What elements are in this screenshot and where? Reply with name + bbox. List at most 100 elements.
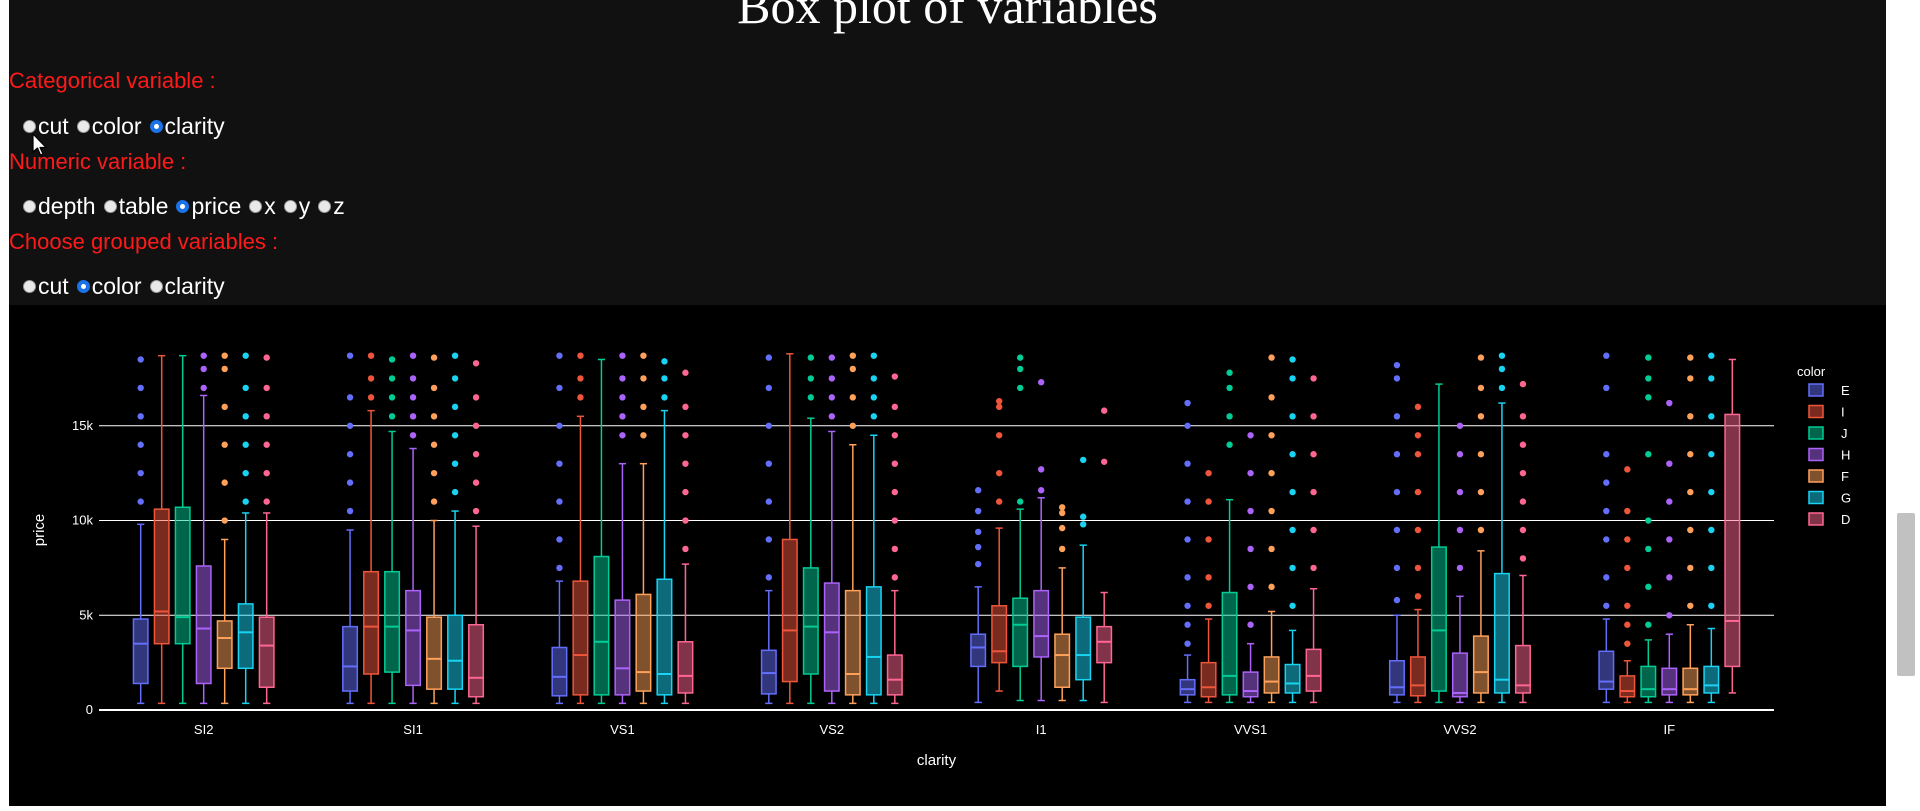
box-body (447, 614, 464, 690)
legend-label: F (1841, 469, 1849, 484)
outlier-point (451, 432, 459, 439)
outlier-point (1393, 375, 1401, 382)
category-group-I1 (970, 354, 1113, 704)
legend-item-D[interactable]: D (1808, 512, 1850, 527)
outlier-point (640, 432, 647, 439)
group-option-clarity[interactable]: clarity (142, 272, 225, 300)
outlier-point (472, 507, 480, 515)
radio-button-icon[interactable] (23, 119, 36, 133)
outlier-point (346, 507, 354, 515)
categorical-variable-label: Categorical variable : (9, 68, 216, 93)
outlier-point (1603, 507, 1610, 515)
radio-button-selected-icon[interactable] (149, 119, 163, 133)
legend-item-G[interactable]: G (1808, 491, 1851, 506)
outlier-point (1226, 369, 1233, 376)
numeric-option-y[interactable]: y (276, 192, 310, 220)
radio-button-icon[interactable] (76, 119, 90, 133)
group-radio-group: cut color clarity (15, 272, 225, 300)
numeric-option-table[interactable]: table (96, 192, 168, 220)
radio-button-selected-icon[interactable] (176, 199, 190, 213)
outlier-point (1477, 526, 1485, 534)
radio-button-icon[interactable] (149, 279, 163, 293)
outlier-point (1079, 513, 1087, 520)
categorical-option-clarity[interactable]: clarity (142, 112, 225, 140)
box-D-VVS1 (1305, 375, 1322, 704)
outlier-point (409, 394, 417, 401)
legend-item-I[interactable]: I (1808, 405, 1845, 420)
categorical-option-cut[interactable]: cut (15, 112, 69, 140)
box-body (844, 589, 861, 696)
outlier-point (1310, 526, 1317, 534)
numeric-radio-group: depth table price x y z (15, 192, 345, 220)
outlier-point (1184, 574, 1191, 581)
legend-item-J[interactable]: J (1808, 426, 1848, 441)
outlier-point (1624, 564, 1631, 572)
outlier-point (891, 373, 899, 380)
outlier-point (1645, 451, 1652, 458)
box-body (1724, 413, 1741, 668)
radio-button-icon[interactable] (249, 199, 263, 213)
numeric-option-z[interactable]: z (310, 192, 345, 220)
box-D-VS2 (886, 373, 903, 705)
outlier-point (221, 517, 228, 524)
y-tick-label: 5k (79, 607, 93, 622)
numeric-option-depth[interactable]: depth (15, 192, 96, 220)
categorical-option-color[interactable]: color (69, 112, 142, 140)
outlier-point (1519, 555, 1527, 562)
group-option-color[interactable]: color (69, 272, 142, 300)
outlier-point (137, 356, 144, 363)
outlier-point (1477, 384, 1485, 392)
outlier-point (472, 422, 480, 429)
outlier-point (200, 352, 207, 359)
outlier-point (409, 352, 417, 359)
outlier-point (577, 352, 584, 359)
legend-item-H[interactable]: H (1808, 448, 1850, 463)
outlier-point (1310, 451, 1317, 458)
outlier-point (409, 375, 417, 382)
outlier-point (995, 498, 1003, 505)
radio-button-icon[interactable] (283, 199, 297, 213)
outlier-point (1666, 536, 1673, 543)
box-body (970, 633, 987, 668)
group-option-cut[interactable]: cut (15, 272, 69, 300)
radio-button-icon[interactable] (23, 199, 36, 213)
outlier-point (828, 413, 836, 420)
radio-button-icon[interactable] (23, 279, 36, 293)
y-axis-title: price (31, 514, 48, 547)
outlier-point (1268, 507, 1275, 515)
outlier-point (200, 384, 207, 392)
outlier-point (242, 498, 249, 505)
outlier-point (1184, 536, 1191, 543)
numeric-option-price[interactable]: price (168, 192, 241, 220)
box-body (468, 623, 485, 698)
box-H-IF (1661, 399, 1678, 704)
outlier-point (430, 469, 438, 477)
outlier-point (1645, 583, 1652, 591)
box-F-VVS1 (1263, 354, 1280, 704)
radio-button-selected-icon[interactable] (76, 279, 90, 293)
legend-item-F[interactable]: F (1808, 469, 1849, 484)
outlier-point (1456, 451, 1464, 458)
numeric-option-x[interactable]: x (241, 192, 276, 220)
box-body (1305, 648, 1322, 692)
outlier-point (263, 413, 270, 420)
box-J-SI1 (384, 356, 401, 705)
box-body (1409, 656, 1426, 697)
outlier-point (891, 460, 899, 467)
outlier-point (1289, 488, 1296, 496)
outlier-point (1037, 487, 1045, 494)
outlier-point (451, 403, 459, 411)
radio-button-icon[interactable] (103, 199, 117, 213)
outlier-point (367, 352, 375, 359)
radio-button-icon[interactable] (318, 199, 332, 213)
box-body (593, 555, 610, 696)
box-J-SI2 (174, 354, 191, 705)
legend-item-E[interactable]: E (1808, 383, 1850, 398)
outlier-point (1624, 602, 1631, 609)
scrollbar-thumb[interactable] (1897, 513, 1915, 676)
box-body (216, 620, 233, 670)
outlier-point (242, 413, 249, 420)
outlier-point (1708, 375, 1715, 382)
outlier-point (1247, 621, 1254, 628)
